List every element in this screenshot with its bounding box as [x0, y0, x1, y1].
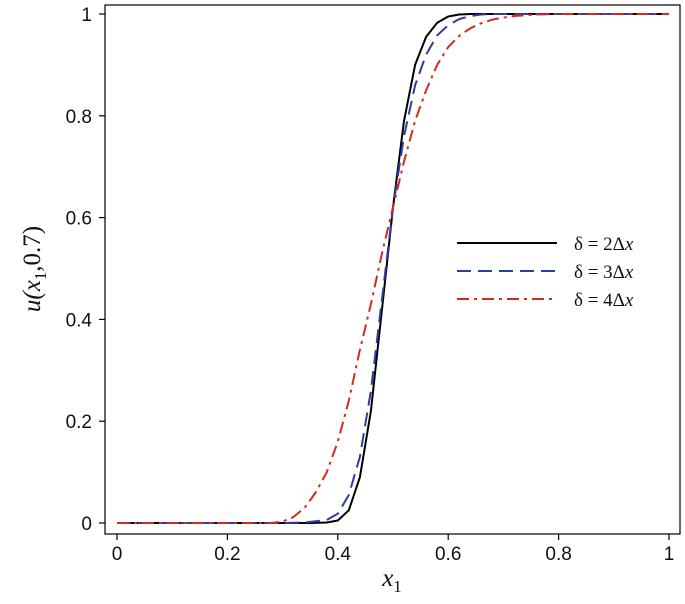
y-axis-label-rest: ,0.7): [19, 226, 46, 272]
x-tick-label: 0.2: [214, 544, 240, 565]
y-axis-label: u(x1,0.7): [19, 226, 50, 312]
legend: δ = 2Δx δ = 3Δx δ = 4Δx: [457, 234, 634, 311]
y-axis-label-subscript: 1: [31, 272, 50, 281]
y-axis-ticks: 0 0.2 0.4 0.6 0.8 1: [66, 5, 105, 535]
legend-label-1: δ = 2Δx: [574, 234, 634, 255]
x-axis-label-var: x: [381, 565, 393, 592]
x-tick-label: 0: [112, 544, 123, 565]
y-tick-label: 0: [81, 514, 92, 535]
x-tick-label: 0.8: [545, 544, 571, 565]
legend-label-2: δ = 3Δx: [574, 262, 634, 283]
series-line-3: [117, 13, 669, 524]
plot-frame: [104, 4, 681, 535]
series-layer: [117, 13, 669, 524]
y-tick-label: 0.6: [66, 209, 92, 230]
x-tick-label: 1: [664, 544, 675, 565]
x-axis-label-subscript: 1: [393, 577, 402, 596]
x-tick-label: 0.4: [325, 544, 352, 565]
x-axis-ticks: 0 0.2 0.4 0.6 0.8 1: [112, 534, 675, 565]
y-tick-label: 0.4: [66, 310, 93, 331]
x-tick-label: 0.6: [435, 544, 461, 565]
legend-label-3: δ = 4Δx: [574, 290, 634, 311]
series-line-2: [117, 13, 669, 524]
y-axis-label-func: u(: [19, 290, 46, 313]
x-axis-label: x1: [381, 565, 402, 596]
y-tick-label: 0.2: [66, 412, 92, 433]
y-axis-label-var: x: [19, 280, 46, 292]
y-tick-label: 0.8: [66, 107, 92, 128]
y-tick-label: 1: [81, 5, 92, 26]
series-line-1: [117, 13, 669, 524]
